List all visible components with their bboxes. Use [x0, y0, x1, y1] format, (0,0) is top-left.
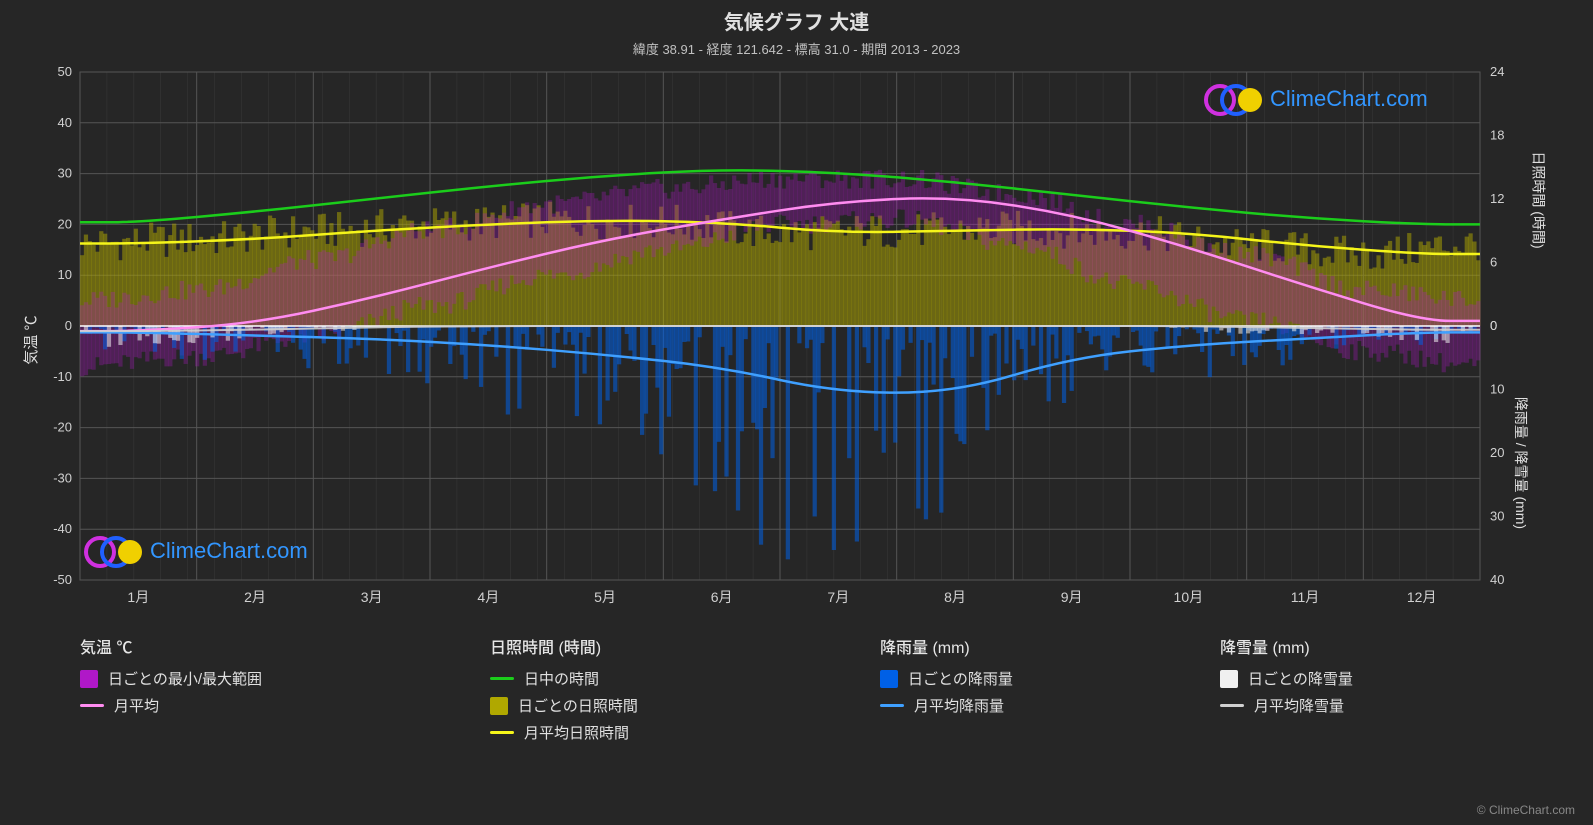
legend-label: 月平均日照時間	[524, 722, 629, 743]
svg-text:12月: 12月	[1407, 589, 1437, 605]
legend-swatch-line	[80, 704, 104, 707]
svg-text:5月: 5月	[594, 589, 616, 605]
svg-text:0: 0	[1490, 318, 1497, 333]
legend-swatch-box	[880, 670, 898, 688]
legend-swatch-box	[1220, 670, 1238, 688]
legend-header: 降雪量 (mm)	[1220, 634, 1520, 658]
legend-header: 降雨量 (mm)	[880, 634, 1180, 658]
svg-text:40: 40	[58, 115, 72, 130]
legend-item: 月平均日照時間	[490, 722, 840, 743]
svg-text:30: 30	[58, 166, 72, 181]
legend-swatch-line	[1220, 704, 1244, 707]
svg-text:7月: 7月	[827, 589, 849, 605]
svg-text:3月: 3月	[361, 589, 383, 605]
legend-label: 月平均降雪量	[1254, 695, 1344, 716]
legend-swatch-line	[490, 731, 514, 734]
legend-label: 日ごとの降雪量	[1248, 668, 1353, 689]
legend-label: 日ごとの最小/最大範囲	[108, 668, 262, 689]
svg-text:20: 20	[1490, 445, 1504, 460]
svg-text:6: 6	[1490, 255, 1497, 270]
legend-label: 日ごとの降雨量	[908, 668, 1013, 689]
legend-item: 月平均降雨量	[880, 695, 1180, 716]
svg-text:6月: 6月	[711, 589, 733, 605]
svg-text:ClimeChart.com: ClimeChart.com	[1270, 86, 1428, 111]
svg-text:10: 10	[58, 267, 72, 282]
svg-text:12: 12	[1490, 191, 1504, 206]
svg-text:4月: 4月	[477, 589, 499, 605]
legend-swatch-box	[80, 670, 98, 688]
y-axis-left-label: 気温 ℃	[20, 315, 41, 364]
svg-text:50: 50	[58, 64, 72, 79]
svg-text:-50: -50	[53, 572, 72, 587]
svg-text:ClimeChart.com: ClimeChart.com	[150, 538, 308, 563]
legend-column: 日照時間 (時間) 日中の時間日ごとの日照時間月平均日照時間	[490, 628, 840, 749]
legend-item: 日中の時間	[490, 668, 840, 689]
legend-header: 気温 ℃	[80, 634, 450, 658]
svg-text:20: 20	[58, 216, 72, 231]
y-axis-right-bottom-label: 降雨量 / 降雪量 (mm)	[1511, 397, 1531, 529]
svg-text:2月: 2月	[244, 589, 266, 605]
svg-text:8月: 8月	[944, 589, 966, 605]
svg-text:-20: -20	[53, 420, 72, 435]
svg-text:18: 18	[1490, 128, 1504, 143]
credit-text: © ClimeChart.com	[1477, 803, 1575, 817]
legend: 気温 ℃ 日ごとの最小/最大範囲月平均 日照時間 (時間) 日中の時間日ごとの日照時間…	[0, 620, 1593, 749]
svg-text:11月: 11月	[1291, 589, 1320, 605]
legend-label: 日中の時間	[524, 668, 599, 689]
chart-title: 気候グラフ 大連	[0, 0, 1593, 35]
chart-area: 気温 ℃ 日照時間 (時間) 降雨量 / 降雪量 (mm) -50-40-30-…	[0, 60, 1593, 620]
legend-item: 月平均	[80, 695, 450, 716]
svg-text:1月: 1月	[127, 589, 149, 605]
svg-text:-30: -30	[53, 470, 72, 485]
legend-item: 月平均降雪量	[1220, 695, 1520, 716]
chart-subtitle: 緯度 38.91 - 経度 121.642 - 標高 31.0 - 期間 201…	[0, 35, 1593, 60]
legend-label: 日ごとの日照時間	[518, 695, 638, 716]
legend-header: 日照時間 (時間)	[490, 634, 840, 658]
svg-text:40: 40	[1490, 572, 1504, 587]
legend-column: 気温 ℃ 日ごとの最小/最大範囲月平均	[80, 628, 450, 749]
svg-text:0: 0	[65, 318, 72, 333]
svg-text:10: 10	[1490, 382, 1504, 397]
svg-text:-40: -40	[53, 521, 72, 536]
legend-item: 日ごとの降雨量	[880, 668, 1180, 689]
svg-text:9月: 9月	[1061, 589, 1083, 605]
svg-text:24: 24	[1490, 64, 1504, 79]
svg-text:30: 30	[1490, 509, 1504, 524]
y-axis-right-top-label: 日照時間 (時間)	[1528, 151, 1548, 248]
svg-text:-10: -10	[53, 369, 72, 384]
legend-label: 月平均降雨量	[914, 695, 1004, 716]
legend-swatch-box	[490, 697, 508, 715]
legend-swatch-line	[490, 677, 514, 680]
legend-item: 日ごとの日照時間	[490, 695, 840, 716]
legend-item: 日ごとの最小/最大範囲	[80, 668, 450, 689]
climate-chart-svg: -50-40-30-20-100102030405006121824010203…	[0, 60, 1593, 620]
legend-item: 日ごとの降雪量	[1220, 668, 1520, 689]
legend-swatch-line	[880, 704, 904, 707]
legend-column: 降雪量 (mm) 日ごとの降雪量月平均降雪量	[1220, 628, 1520, 749]
legend-column: 降雨量 (mm) 日ごとの降雨量月平均降雨量	[880, 628, 1180, 749]
svg-text:10月: 10月	[1174, 589, 1204, 605]
legend-label: 月平均	[114, 695, 159, 716]
